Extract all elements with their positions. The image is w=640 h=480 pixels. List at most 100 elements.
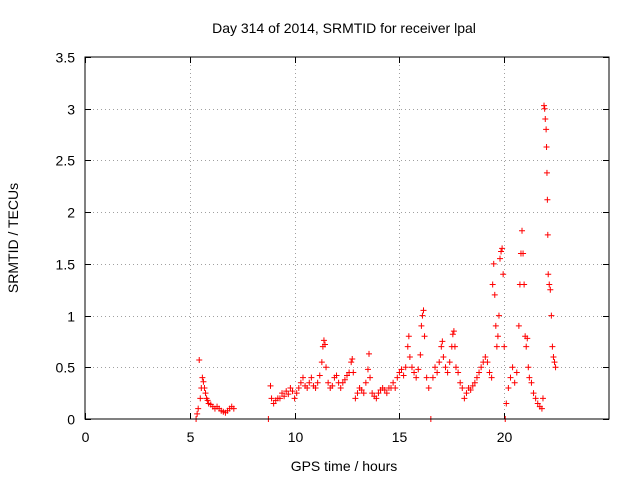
data-point [488,374,495,381]
data-point [551,359,558,366]
data-point [543,169,550,176]
data-point [513,369,520,376]
data-point [429,374,436,381]
y-tick-label: 2.5 [56,153,76,169]
data-point [402,364,409,371]
data-point [281,393,288,400]
data-point [323,364,330,371]
data-point [438,343,445,350]
data-point [495,312,502,319]
data-point [538,405,545,412]
data-point [524,335,531,342]
data-point [398,366,405,373]
y-tick-label: 0.5 [56,360,76,376]
data-point [304,384,311,391]
data-point [297,379,304,386]
data-point [446,359,453,366]
data-point [421,333,428,340]
data-point [541,102,548,109]
x-tick-label: 15 [392,429,408,445]
data-point [467,387,474,394]
y-tick-label: 1.5 [56,257,76,273]
data-point [452,364,459,371]
data-point [461,395,468,402]
data-point [358,387,365,394]
data-point [268,395,275,402]
data-point [344,372,350,379]
data-point [201,384,208,391]
data-point [515,322,522,329]
data-point [520,250,527,257]
data-point [348,359,355,366]
data-point [543,143,550,150]
data-point [473,374,480,381]
data-point [440,353,447,360]
data-point [325,379,332,386]
data-point [491,291,498,298]
data-point [299,374,306,381]
data-point [519,227,526,234]
data-point [405,333,412,340]
plot-frame [84,56,610,420]
y-tick-label: 3 [67,102,75,118]
data-point [204,397,211,404]
data-point [314,379,321,386]
data-point [534,400,541,407]
data-point [316,372,323,379]
data-point [283,388,290,395]
data-point [295,384,302,391]
data-point [509,364,516,371]
data-point [543,126,550,133]
data-point [505,384,512,391]
data-point [200,378,207,385]
y-tick-label: 1 [67,309,75,325]
data-point [199,374,206,381]
data-point [548,312,555,319]
data-point [425,384,432,391]
data-point [482,353,489,360]
data-point [436,359,443,366]
data-point [501,343,508,350]
data-point [484,359,491,366]
data-point [287,384,294,391]
data-point [471,379,478,386]
data-point [457,379,464,386]
data-point [444,369,451,376]
data-point [306,379,313,386]
data-point [373,395,380,402]
data-point [523,343,530,350]
data-point [417,351,424,358]
data-point [521,281,528,288]
data-point [293,390,300,397]
data-point [381,387,388,394]
data-point [400,372,407,379]
data-point [546,281,553,288]
data-point-layer [193,102,559,422]
data-point [406,353,413,360]
data-point [321,341,328,348]
data-point [490,260,497,267]
data-point [544,196,551,203]
y-tick-label: 3.5 [56,50,76,66]
data-point [492,322,499,329]
data-point [362,379,369,386]
data-point [396,369,403,376]
data-point [352,395,359,402]
data-point [476,369,483,376]
data-point [337,384,344,391]
data-point [196,357,203,364]
data-point [549,343,556,350]
data-point [339,379,346,386]
data-point [469,382,476,389]
data-point [369,390,376,397]
data-point [493,343,500,350]
data-point [478,364,485,371]
x-tick-label: 10 [288,429,304,445]
data-point [507,374,514,381]
x-axis-label: GPS time / hours [291,458,398,474]
x-tick-label: 0 [82,429,90,445]
data-point [434,369,441,376]
data-point [539,395,546,402]
data-point [394,374,401,381]
data-point [459,384,466,391]
